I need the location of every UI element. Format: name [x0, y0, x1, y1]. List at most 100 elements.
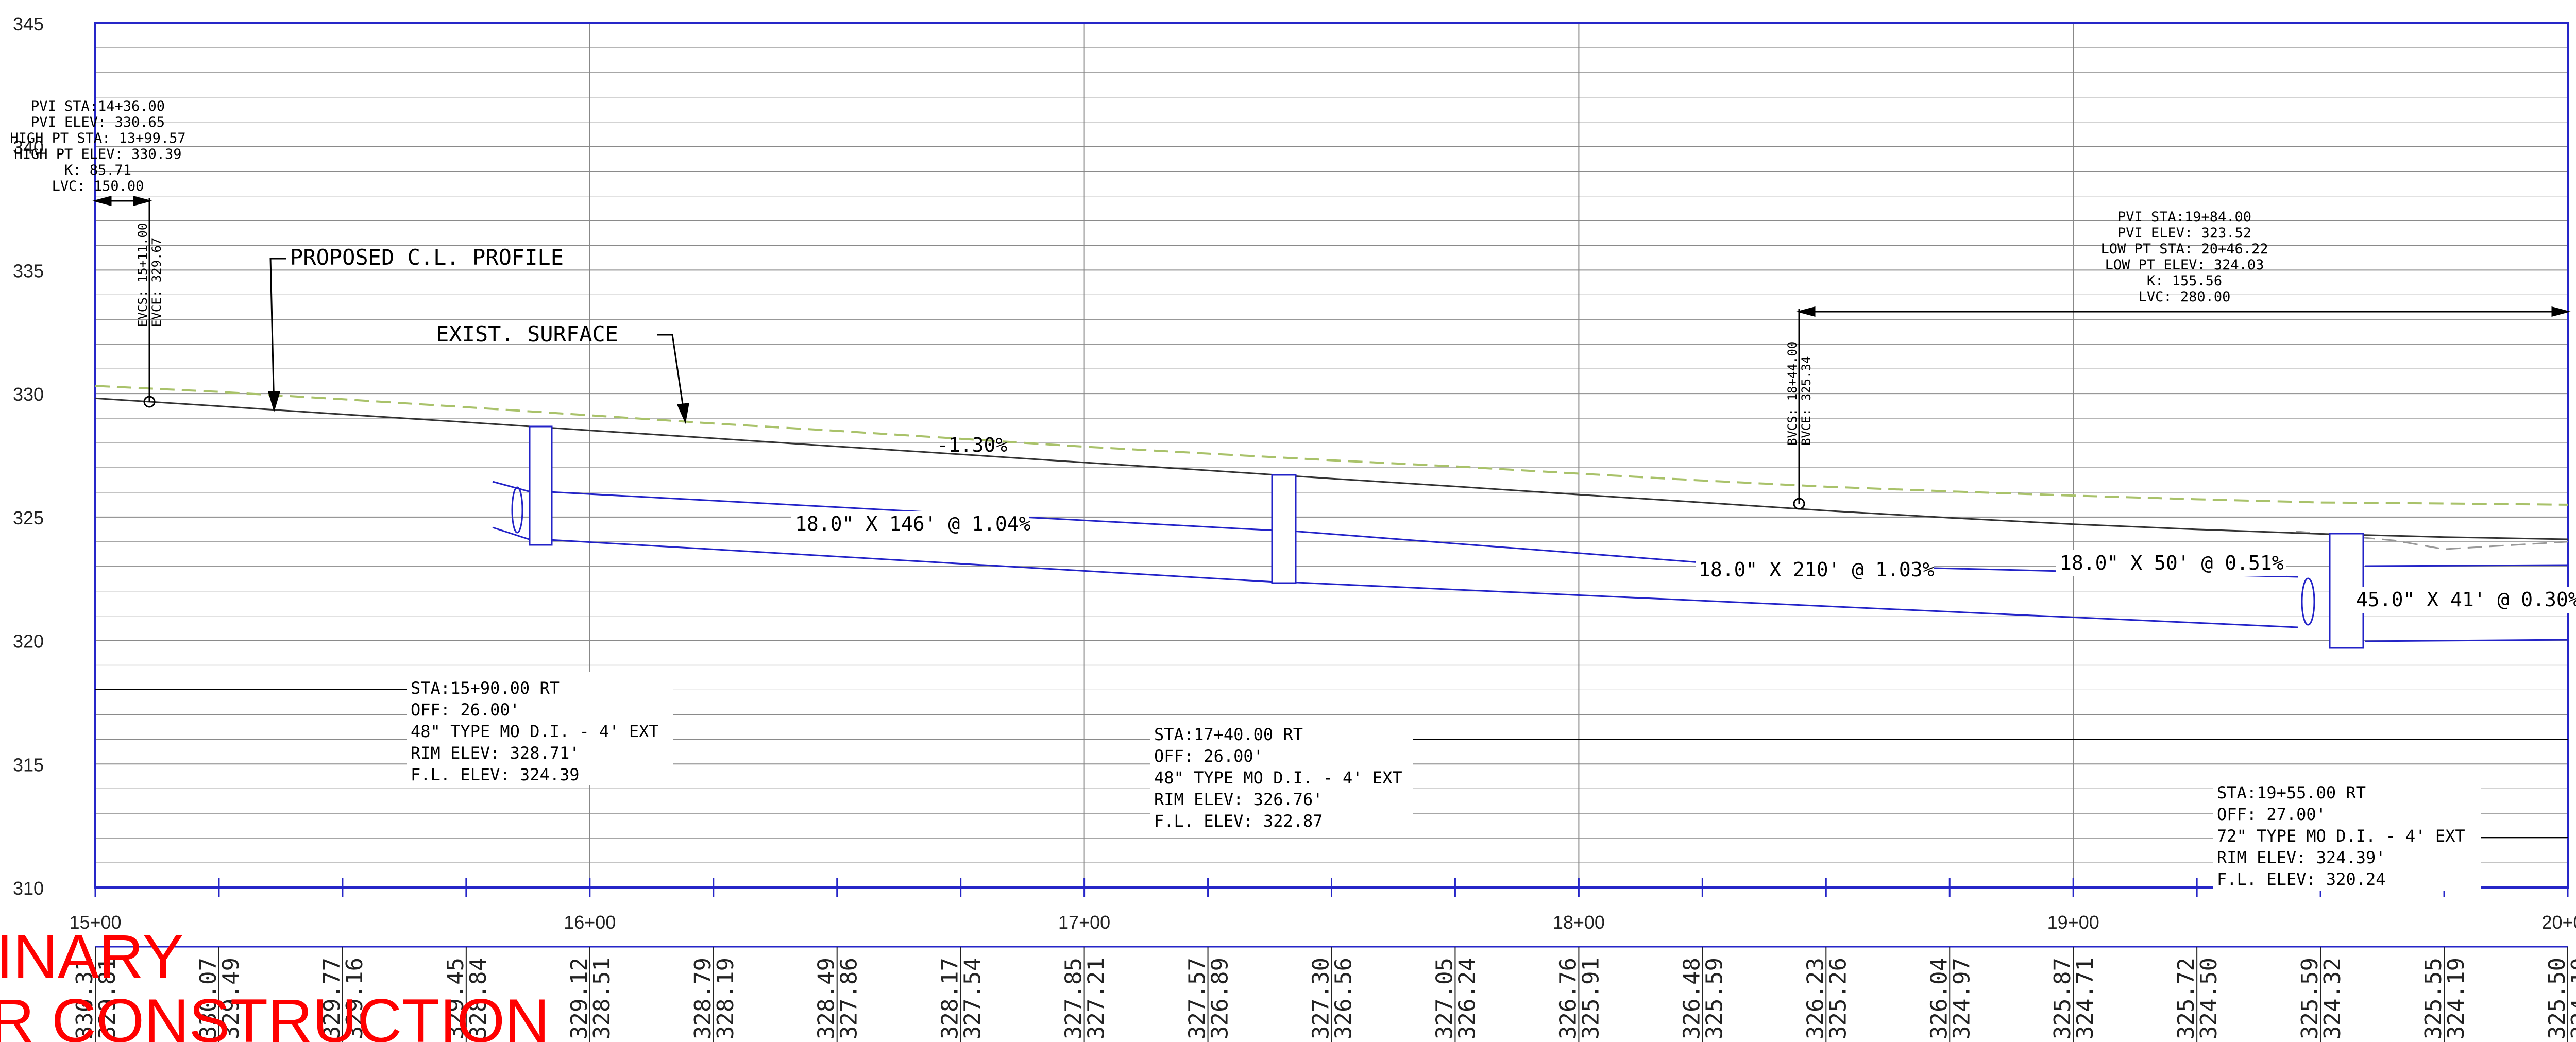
station-axis-labels: 15+00 16+00 17+00 18+00 19+00 20+00: [69, 912, 2576, 933]
readout-existing: 329.12: [566, 958, 592, 1039]
station-label: 15+00: [69, 912, 121, 933]
drainage-structures: [529, 425, 2364, 649]
elevation-label-left: 330: [13, 384, 44, 405]
station-label: 18+00: [1553, 912, 1605, 933]
callout-leaders: [267, 258, 689, 424]
text-line: PVI STA:19+84.00: [2117, 209, 2251, 225]
note-1-bg: [407, 672, 673, 785]
station-ticks: [94, 878, 2569, 897]
readout-proposed: 327.86: [836, 958, 862, 1039]
station-label: 16+00: [564, 912, 616, 933]
elevation-label-left: 315: [13, 754, 44, 775]
text-line: PVI ELEV: 323.52: [2117, 225, 2251, 241]
text-line: PVI ELEV: 330.65: [31, 114, 165, 130]
readout-proposed: 324.19: [2443, 958, 2469, 1039]
pipe-stub-1: [492, 481, 531, 493]
proposed-profile-line: [95, 397, 2568, 540]
readout-proposed: 324.71: [2072, 958, 2098, 1039]
watermark-line-1: INARY: [0, 922, 184, 991]
readout-existing: 326.04: [1926, 958, 1952, 1039]
readout-existing: 327.05: [1431, 958, 1458, 1039]
watermark-line-2: R CONSTRUCTION: [0, 986, 550, 1042]
readout-existing: 328.79: [690, 958, 716, 1039]
pipe-label-backgrounds: [791, 511, 2576, 613]
readout-proposed: 324.97: [1948, 958, 1975, 1039]
text-line: STA:19+55.00 RT: [2217, 783, 2366, 802]
elevation-label-left: 335: [13, 260, 44, 281]
proposed-leader: [269, 258, 286, 410]
grade-label: -1.30%: [937, 434, 1007, 456]
readout-proposed: 324.32: [2319, 958, 2346, 1039]
existing-surface-line: [95, 385, 2568, 506]
pipe-1-label: 18.0" X 146' @ 1.04%: [795, 513, 1031, 535]
text-line: F.L. ELEV: 324.39: [411, 765, 580, 784]
pipe-4-label: 45.0" X 41' @ 0.30%: [2356, 588, 2576, 611]
pipe-end-ellipse-2: [2301, 577, 2315, 626]
text-line: 72" TYPE MO D.I. - 4' EXT: [2217, 826, 2465, 846]
text-line: 48" TYPE MO D.I. - 4' EXT: [411, 722, 659, 741]
existing-surface-callout: EXIST. SURFACE: [436, 321, 618, 347]
readout-existing: 328.49: [814, 958, 840, 1039]
text-line: K: 85.71: [64, 162, 131, 178]
pipe-2-label: 18.0" X 210' @ 1.03%: [1699, 558, 1935, 581]
pipe-2-invert: [1285, 581, 2298, 628]
elevation-axis-labels: 3453434034335333303332532320323153131031: [13, 13, 44, 899]
vertical-curve-markers: [92, 196, 2571, 510]
readout-existing: 329.77: [319, 958, 345, 1039]
existing-leader: [657, 334, 686, 422]
text-line: BVCE: 325.34: [1799, 356, 1814, 446]
structure-2-box: [1271, 474, 1297, 584]
readout-proposed: 325.91: [1578, 958, 1604, 1039]
readout-existing: 325.72: [2173, 958, 2199, 1039]
pipe-3-label-bg: [2056, 550, 2286, 576]
text-line: RIM ELEV: 326.76': [1154, 790, 1323, 809]
pipe-4-invert: [2364, 639, 2568, 642]
readout-proposed: 329.81: [94, 958, 121, 1039]
elevation-label-left: 325: [13, 507, 44, 528]
pipe-1-invert: [549, 539, 1276, 583]
elevation-label-left: 345: [13, 13, 44, 35]
readout-proposed: 324.10: [2567, 958, 2576, 1039]
readout-proposed: 327.54: [960, 958, 986, 1039]
text-line: STA:15+90.00 RT: [411, 678, 560, 698]
structure-note-backgrounds: [407, 672, 2481, 891]
readout-existing: 328.17: [937, 958, 963, 1039]
text-line: RIM ELEV: 324.39': [2217, 848, 2386, 867]
readout-existing: 325.55: [2420, 958, 2447, 1039]
structure-1-box: [529, 425, 553, 546]
readout-proposed: 326.89: [1207, 958, 1233, 1039]
text-line: HIGH PT STA: 13+99.57: [10, 130, 185, 146]
readout-existing: 325.50: [2544, 958, 2570, 1039]
text-line: OFF: 27.00': [2217, 805, 2326, 824]
existing-leader-arrow: [676, 403, 689, 424]
text-line: LVC: 280.00: [2139, 289, 2231, 305]
proposed-profile-callout: PROPOSED C.L. PROFILE: [290, 245, 564, 270]
readout-proposed: 328.84: [465, 958, 492, 1039]
readout-proposed: 326.56: [1331, 958, 1357, 1039]
pipe-4-crown: [2364, 564, 2568, 567]
elevation-label-left: 310: [13, 878, 44, 899]
pipe-2-crown: [1285, 529, 1701, 563]
elevation-label-left: 340: [13, 137, 44, 158]
text-line: 48" TYPE MO D.I. - 4' EXT: [1154, 768, 1402, 788]
text-line: F.L. ELEV: 320.24: [2217, 869, 2386, 889]
text-line: EVCE: 329.67: [149, 238, 164, 327]
pipe-stub-2: [492, 526, 531, 541]
curve-1-data: PVI STA:14+36.00 PVI ELEV: 330.65 HIGH PT …: [10, 98, 185, 194]
readout-proposed: 328.19: [713, 958, 739, 1039]
readout-proposed: 325.26: [1825, 958, 1851, 1039]
readout-existing: 326.48: [1679, 958, 1705, 1039]
pipe-4-label-bg: [2353, 587, 2576, 613]
text-line: RIM ELEV: 328.71': [411, 743, 580, 763]
readout-proposed: 326.24: [1454, 958, 1480, 1039]
note-3-bg: [2213, 778, 2481, 891]
lvc1-arrow-r: [133, 196, 152, 206]
pipe-3-label: 18.0" X 50' @ 0.51%: [2060, 552, 2284, 574]
readout-existing: 327.85: [1061, 958, 1087, 1039]
pipe-1-label-bg: [791, 511, 1029, 537]
text-line: LVC: 150.00: [52, 178, 144, 194]
readout-proposed: 324.50: [2196, 958, 2222, 1039]
readout-proposed: 325.59: [1701, 958, 1727, 1039]
